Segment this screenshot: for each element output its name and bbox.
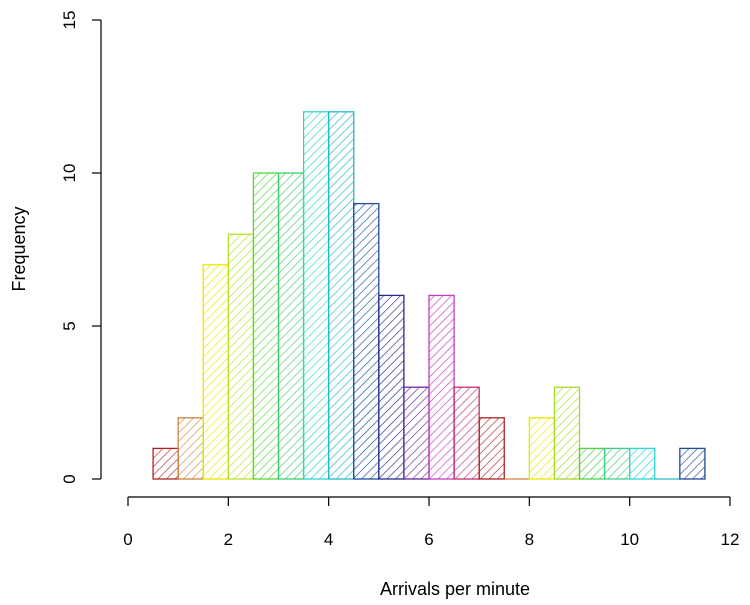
histogram-bar: [403, 386, 430, 480]
x-tick-label: 8: [525, 530, 534, 549]
x-tick-label: 12: [721, 530, 740, 549]
histogram-bar: [478, 417, 505, 480]
histogram-bar: [177, 417, 204, 480]
histogram-bar: [277, 172, 305, 480]
histogram-bar: [378, 294, 405, 480]
histogram-bar: [302, 111, 330, 480]
histogram-bar: [428, 294, 455, 480]
histogram-bar: [578, 447, 606, 480]
histogram-bars: [152, 111, 706, 480]
histogram-bar: [629, 447, 656, 480]
histogram-bar: [553, 386, 581, 480]
y-tick-label: 10: [60, 164, 79, 183]
y-tick-label: 5: [60, 321, 79, 330]
y-axis: 0 5 10 15: [60, 11, 102, 484]
x-axis-title: Arrivals per minute: [380, 579, 530, 599]
histogram-bar: [152, 447, 179, 480]
y-tick-label: 0: [60, 474, 79, 483]
x-tick-label: 2: [224, 530, 233, 549]
x-tick-label: 0: [123, 530, 132, 549]
histogram-bar: [453, 386, 480, 480]
histogram-bar: [679, 447, 706, 480]
histogram-bar: [603, 447, 631, 480]
histogram-bar: [353, 202, 380, 480]
histogram-bar: [528, 417, 556, 480]
x-tick-label: 4: [324, 530, 333, 549]
histogram-bar: [328, 111, 355, 480]
histogram-bar: [202, 264, 229, 480]
x-axis: 0 2 4 6 8 10 12: [123, 496, 740, 549]
histogram-bar: [252, 172, 280, 480]
y-tick-label: 15: [60, 11, 79, 30]
histogram-bar: [227, 233, 255, 480]
y-axis-title: Frequency: [9, 206, 29, 291]
x-tick-label: 10: [620, 530, 639, 549]
x-tick-label: 6: [424, 530, 433, 549]
